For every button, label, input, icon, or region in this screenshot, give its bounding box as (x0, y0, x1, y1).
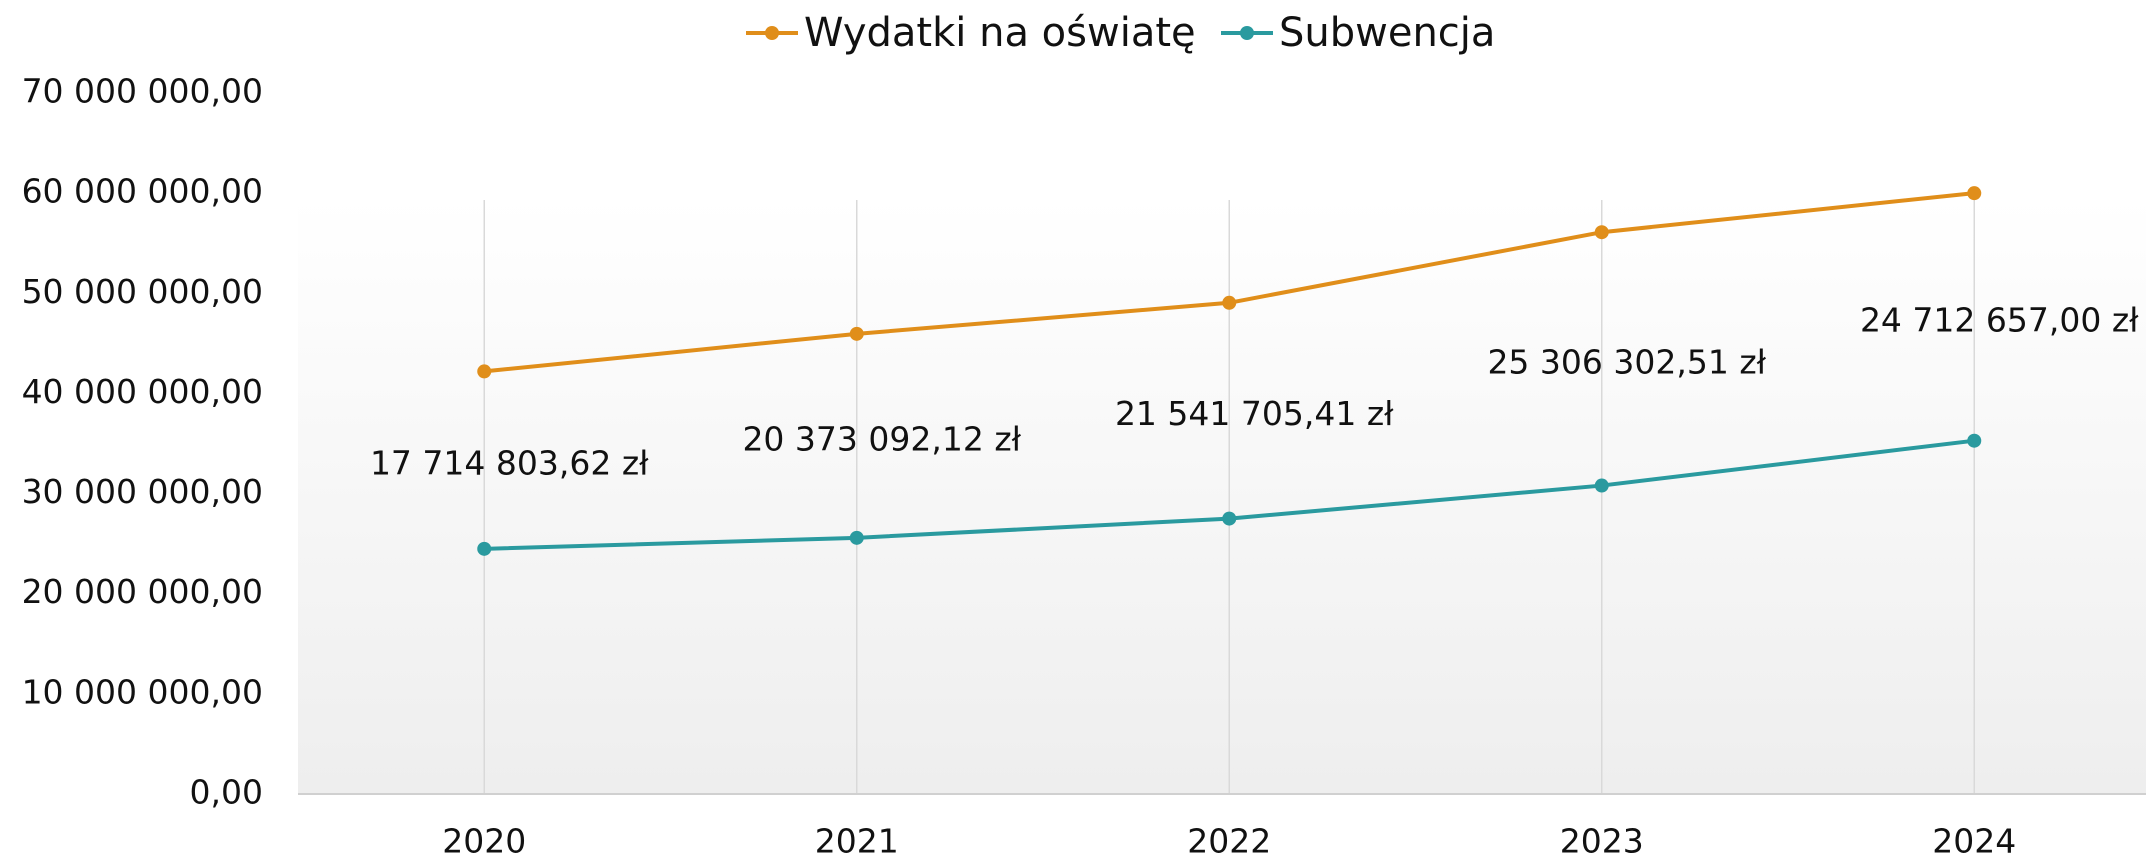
y-tick-label: 0,00 (190, 773, 263, 812)
annotation: 17 714 803,62 zł (370, 444, 649, 483)
annotation: 20 373 092,12 zł (742, 419, 1021, 458)
y-tick-label: 20 000 000,00 (22, 572, 263, 611)
data-point (849, 326, 864, 341)
y-tick-label: 30 000 000,00 (22, 472, 263, 511)
plot-background (298, 93, 2146, 794)
data-point (477, 364, 492, 379)
legend-marker (1240, 26, 1254, 40)
data-point (1222, 295, 1237, 310)
x-tick-label: 2024 (1932, 822, 2016, 861)
x-tick-label: 2020 (442, 822, 526, 861)
data-point (1967, 186, 1982, 201)
y-tick-label: 10 000 000,00 (22, 672, 263, 711)
y-tick-label: 50 000 000,00 (22, 272, 263, 311)
data-point (1594, 478, 1609, 493)
x-tick-label: 2023 (1560, 822, 1644, 861)
data-point (477, 541, 492, 556)
x-tick-label: 2022 (1187, 822, 1271, 861)
x-tick-label: 2021 (815, 822, 899, 861)
annotation: 24 712 657,00 zł (1860, 300, 2139, 339)
legend-label: Subwencja (1279, 10, 1495, 56)
y-tick-label: 70 000 000,00 (22, 72, 263, 111)
y-tick-label: 40 000 000,00 (22, 372, 263, 411)
legend-marker (765, 26, 779, 40)
y-tick-label: 60 000 000,00 (22, 172, 263, 211)
legend-label: Wydatki na oświatę (804, 10, 1196, 56)
annotation: 25 306 302,51 zł (1487, 342, 1766, 381)
data-point (849, 530, 864, 545)
annotation: 21 541 705,41 zł (1115, 394, 1394, 433)
data-point (1594, 225, 1609, 240)
data-point (1222, 511, 1237, 526)
data-point (1967, 433, 1982, 448)
